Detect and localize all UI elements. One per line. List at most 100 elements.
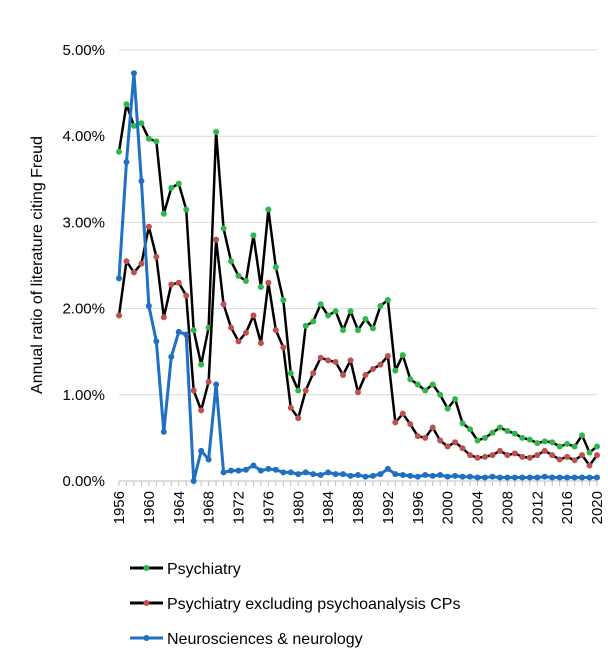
data-point [392, 419, 399, 426]
data-point [340, 371, 347, 378]
data-point [534, 452, 541, 459]
data-point [145, 135, 152, 142]
data-point [459, 420, 466, 427]
data-point [377, 303, 384, 310]
data-point [526, 436, 533, 443]
data-point [302, 469, 309, 476]
data-point [213, 236, 220, 243]
data-point [467, 473, 474, 480]
data-point [414, 473, 421, 480]
data-point [160, 428, 167, 435]
data-point [377, 361, 384, 368]
data-point [444, 443, 451, 450]
y-tick-label: 1.00% [62, 387, 105, 404]
data-point [280, 344, 287, 351]
data-point [474, 437, 481, 444]
data-point [220, 301, 227, 308]
data-point [481, 434, 488, 441]
y-tick-label: 2.00% [62, 301, 105, 318]
data-point [496, 474, 503, 481]
data-point [123, 258, 130, 265]
data-point [190, 387, 197, 394]
data-point [549, 474, 556, 481]
data-point [228, 467, 235, 474]
data-point [130, 269, 137, 276]
data-point [168, 353, 175, 360]
data-point [257, 284, 264, 291]
data-point [123, 159, 130, 166]
data-point [437, 471, 444, 478]
series-0 [116, 101, 600, 456]
legend-label: Psychiatry [167, 561, 241, 578]
data-point [362, 315, 369, 322]
data-point [325, 312, 332, 319]
x-tick-label: 1960 [141, 491, 158, 524]
data-point [228, 324, 235, 331]
data-point [168, 184, 175, 191]
data-point [332, 308, 339, 315]
data-point [414, 381, 421, 388]
data-point [280, 469, 287, 476]
data-point [496, 447, 503, 454]
y-axis-title: Annual ratio of literature citing Freud [29, 136, 46, 394]
data-point [198, 447, 205, 454]
x-tick-label: 2012 [529, 491, 546, 524]
data-point [586, 462, 593, 469]
legend-swatch-marker [143, 635, 150, 641]
data-point [175, 328, 182, 335]
data-point [235, 467, 242, 474]
data-point [564, 440, 571, 447]
data-point [429, 381, 436, 388]
data-point [489, 452, 496, 459]
data-point [407, 421, 414, 428]
data-point [347, 472, 354, 479]
data-point [422, 387, 429, 394]
data-point [116, 275, 122, 282]
data-point [310, 318, 317, 325]
data-point [556, 474, 563, 481]
data-point [205, 324, 212, 331]
data-point [250, 462, 257, 469]
data-point [257, 467, 264, 474]
data-point [190, 478, 197, 484]
gridlines [119, 49, 597, 396]
data-point [213, 128, 220, 135]
data-point [392, 471, 399, 478]
data-point [429, 472, 436, 479]
y-tick-label: 5.00% [62, 42, 105, 59]
data-point [407, 472, 414, 479]
data-point [317, 471, 324, 478]
data-point [228, 258, 235, 265]
x-tick-label: 1996 [410, 491, 427, 524]
data-point [564, 474, 571, 481]
data-point [272, 264, 279, 271]
legend-item: Psychiatry [130, 561, 241, 578]
data-point [444, 405, 451, 412]
x-tick-label: 2004 [470, 491, 487, 524]
data-point [519, 453, 526, 460]
data-point [481, 474, 488, 481]
data-point [556, 443, 563, 450]
data-point [183, 292, 190, 299]
data-point [459, 445, 466, 452]
data-point [504, 428, 511, 435]
data-point [160, 210, 167, 217]
data-point [287, 469, 294, 476]
data-point [467, 452, 474, 459]
data-point [541, 438, 548, 445]
x-tick-label: 1968 [201, 491, 218, 524]
data-point [287, 404, 294, 411]
series-1 [116, 223, 600, 469]
data-point [190, 327, 197, 334]
x-tick-label: 1984 [320, 491, 337, 524]
data-point [347, 357, 354, 364]
data-point [257, 340, 264, 347]
data-point [534, 440, 541, 447]
data-point [317, 301, 324, 308]
data-point [355, 389, 361, 396]
data-point [384, 353, 391, 360]
data-point [489, 473, 496, 480]
data-point [332, 471, 339, 478]
data-point [242, 329, 249, 336]
